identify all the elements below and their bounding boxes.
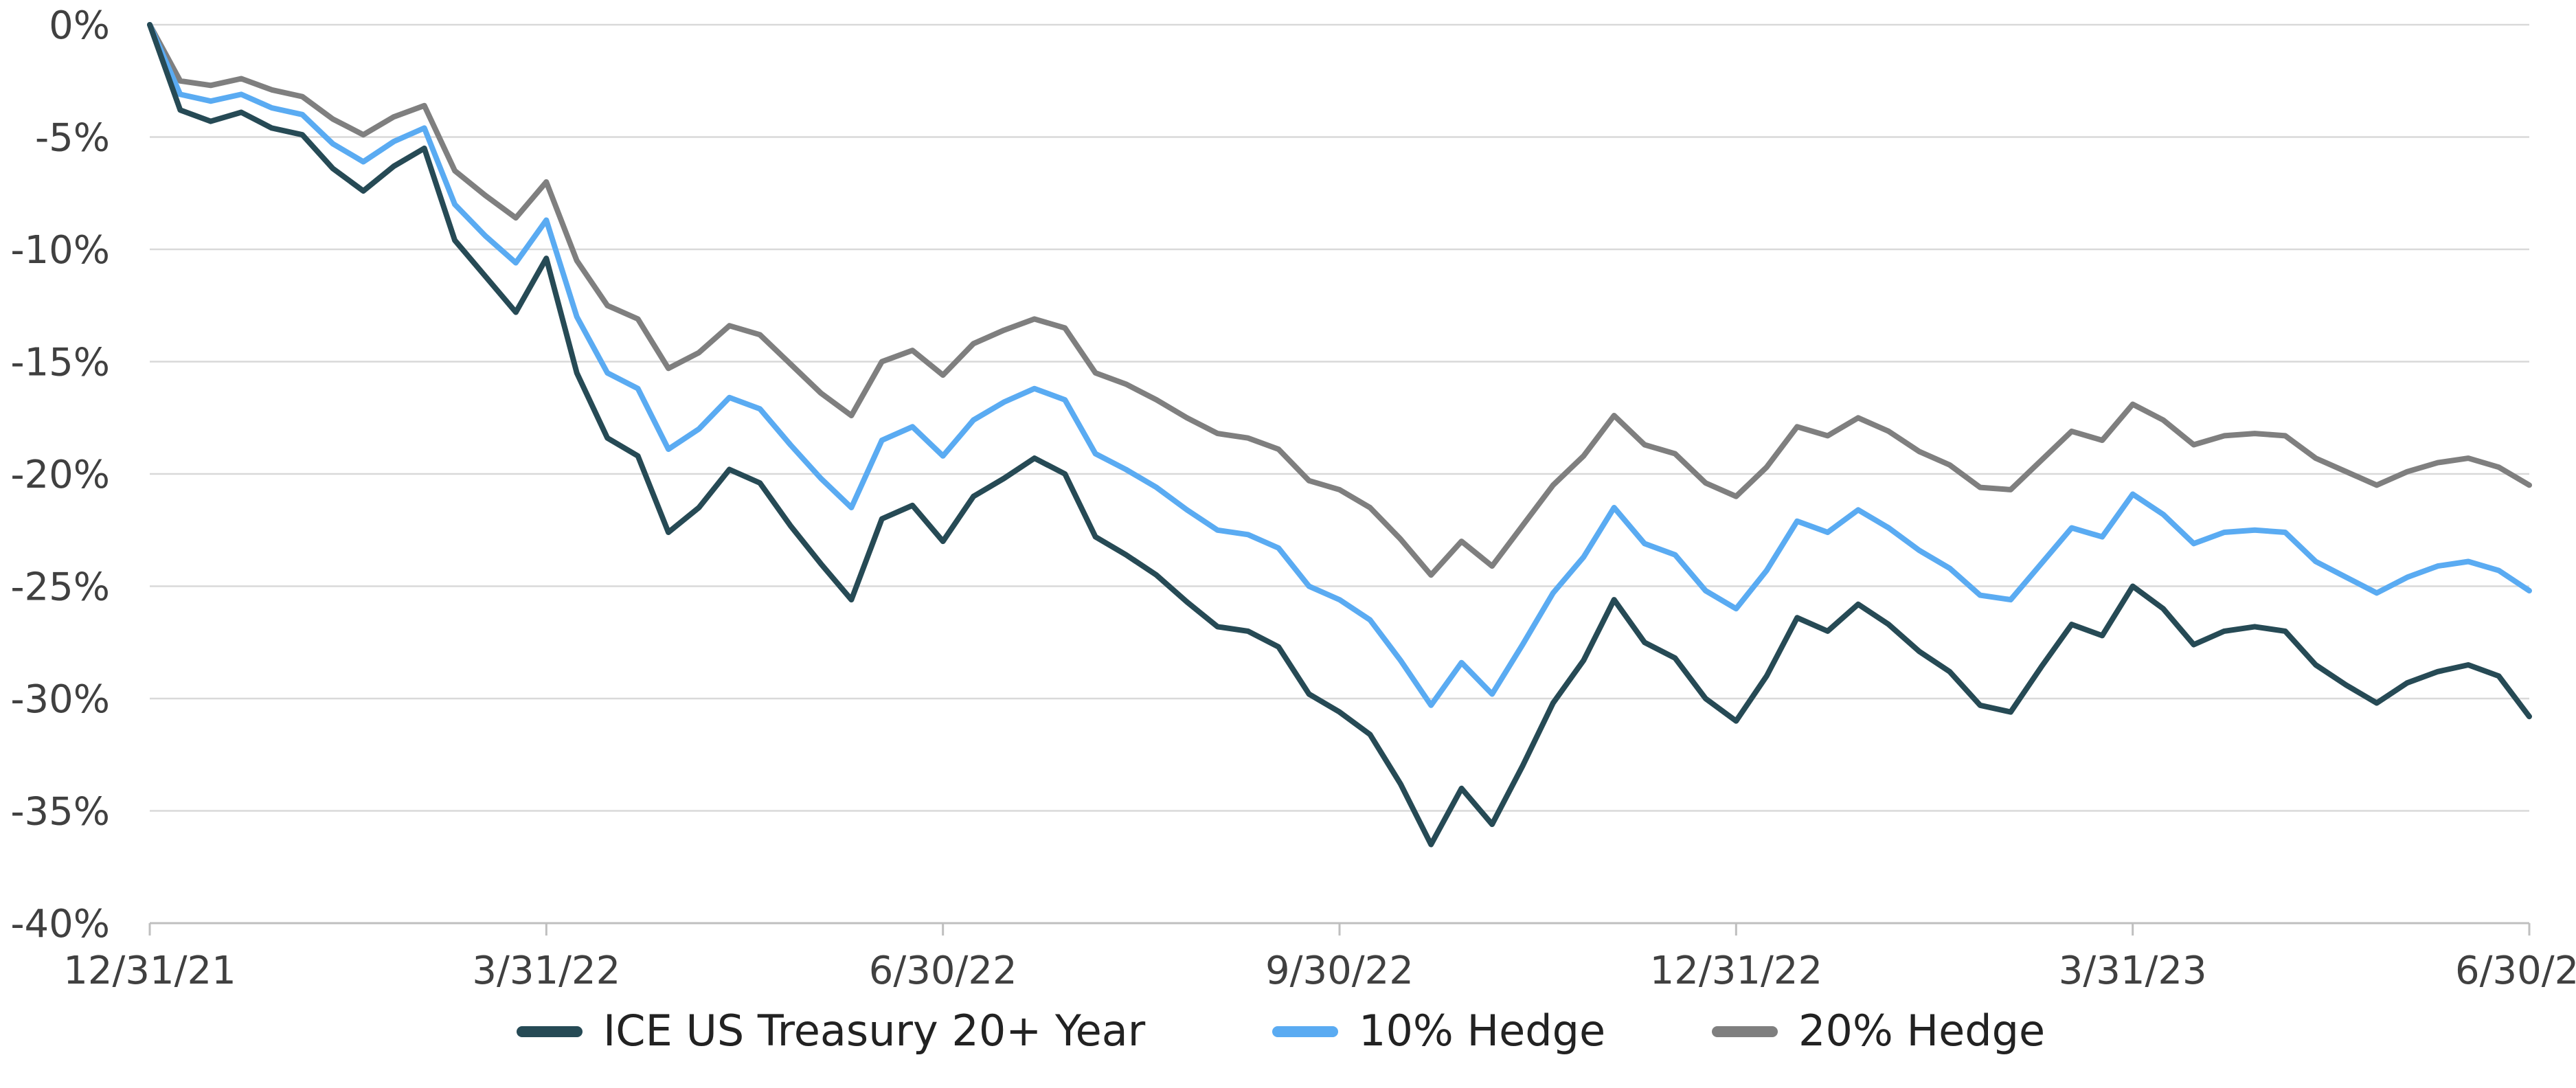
series-line-ice-us-treasury-20-year [147,22,2532,848]
y-tick-label: -15% [10,341,110,385]
grid-lines [150,23,2529,925]
y-tick-label: -40% [10,902,110,947]
x-tick-label: 6/30/23 [2455,949,2576,993]
series-line-10-hedge [147,22,2532,708]
y-tick-label: -20% [10,453,110,497]
y-tick-label: -35% [10,790,110,835]
y-tick-label: -5% [35,116,110,161]
y-tick-label: 0% [49,3,110,48]
series-line-20-hedge [147,22,2532,578]
legend: ICE US Treasury 20+ Year 10% Hedge 20% Hed… [517,1006,2045,1056]
x-tick-label: 9/30/22 [1265,949,1414,993]
legend-label: 10% Hedge [1359,1006,1605,1056]
series-lines [147,22,2532,848]
y-tick-label: -25% [10,565,110,610]
x-tick-label: 12/31/21 [63,949,236,993]
x-tick-label: 3/31/22 [472,949,620,993]
x-tick-label: 3/31/23 [2059,949,2207,993]
legend-label: 20% Hedge [1798,1006,2045,1056]
legend-label: ICE US Treasury 20+ Year [603,1006,1146,1056]
y-tick-label: -30% [10,677,110,722]
y-tick-label: -10% [10,228,110,273]
y-axis-tick-labels: 0% -5% -10% -15% -20% -25% -30% -35% -40% [10,3,110,947]
x-tick-label: 12/31/22 [1650,949,1823,993]
x-tick-label: 6/30/22 [869,949,1017,993]
x-axis: 12/31/21 3/31/22 6/30/22 9/30/22 12/31/22 3/3… [63,923,2576,993]
